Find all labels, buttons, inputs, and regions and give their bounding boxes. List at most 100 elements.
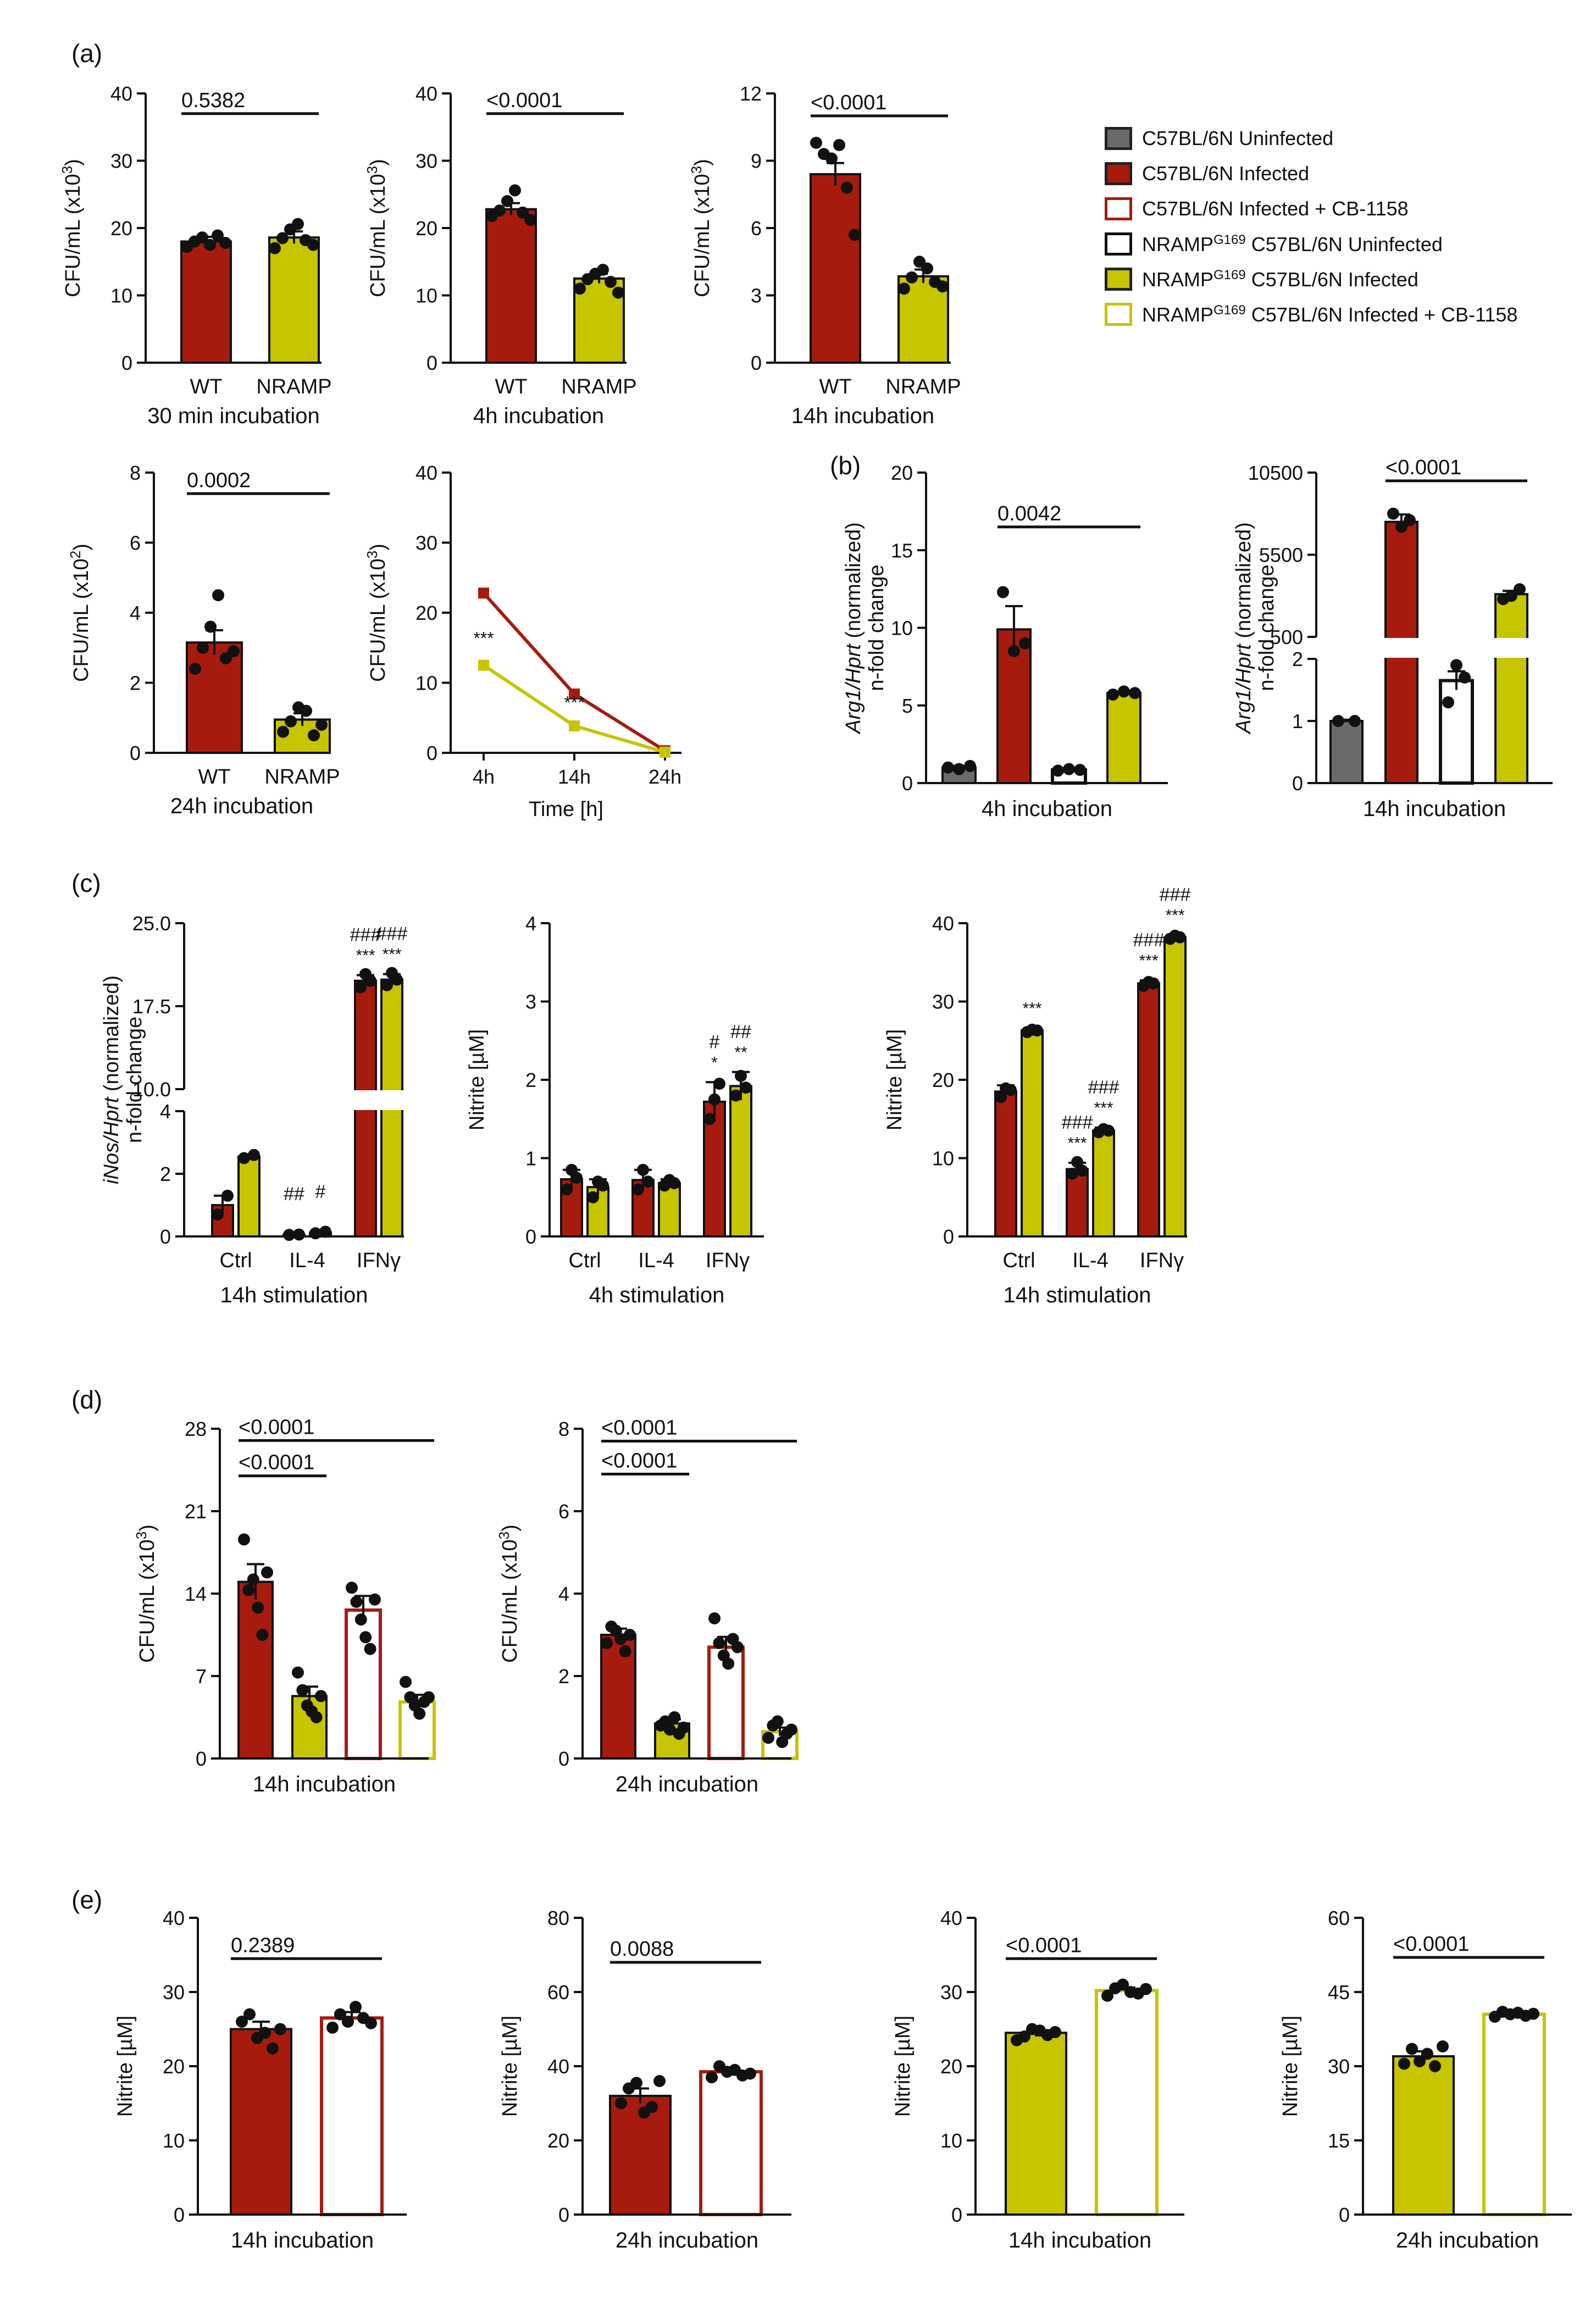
data-point — [762, 1732, 774, 1744]
data-point — [630, 2077, 642, 2089]
x-tick-label: NRAMP — [885, 375, 961, 398]
data-point — [1398, 2057, 1410, 2070]
y-axis-label: Nitrite [µM] — [891, 2016, 915, 2117]
data-point — [668, 1177, 680, 1190]
data-point — [668, 1711, 681, 1723]
p-value-label: <0.0001 — [239, 1416, 314, 1439]
data-point — [1387, 507, 1399, 520]
data-point — [597, 1179, 609, 1192]
data-point — [369, 1593, 381, 1606]
data-point — [722, 1657, 735, 1670]
data-point — [309, 1227, 322, 1240]
y-tick-label: 6 — [130, 532, 141, 554]
bar — [485, 208, 537, 364]
significance-stars: *** — [356, 947, 375, 965]
x-tick-label: WT — [495, 375, 527, 398]
chart-a5: 0 10 20 30 40 4h 14h 24h *** *** CFU/mL (x103) Time… — [364, 462, 681, 821]
significance-stars: *** — [1139, 952, 1158, 970]
data-point — [283, 1229, 295, 1241]
data-point — [646, 2101, 658, 2113]
y-tick-label: 0 — [160, 1225, 171, 1248]
data-point — [906, 271, 918, 284]
x-axis-title: 24h incubation — [170, 794, 313, 818]
x-axis-title: 24h incubation — [616, 2228, 758, 2252]
y-tick-label: 10500 — [1248, 462, 1303, 484]
data-point — [785, 1723, 797, 1736]
significance-hash: # — [710, 1031, 720, 1052]
y-tick-label: 12 — [740, 82, 762, 105]
series-marker-WT — [569, 688, 580, 700]
y-tick-label: 0 — [751, 352, 762, 374]
y-tick-label: 20 — [547, 2129, 569, 2152]
p-value-label: <0.0001 — [1386, 456, 1461, 479]
bar — [230, 2028, 292, 2216]
p-value-label: 0.0088 — [610, 1938, 674, 1961]
y-tick-label: 40 — [415, 462, 437, 484]
y-tick-label: 40 — [940, 1907, 962, 1929]
bar — [186, 641, 243, 754]
y-tick-label: 20 — [415, 217, 437, 240]
data-point — [898, 282, 910, 295]
bar — [699, 2070, 763, 2216]
legend-label: NRAMPG169 C57BL/6N Infected — [1142, 267, 1418, 291]
bar — [268, 236, 320, 364]
significance-stars: *** — [1022, 1000, 1041, 1018]
bar — [1439, 679, 1474, 785]
data-point — [642, 1175, 654, 1188]
x-tick-label: IFNγ — [706, 1249, 750, 1272]
y-axis-break — [171, 1091, 193, 1109]
data-point — [1107, 688, 1119, 701]
data-point — [1076, 1164, 1088, 1177]
data-point — [1414, 2055, 1426, 2067]
series-marker-WT — [478, 587, 489, 599]
y-tick-label: 0 — [130, 742, 141, 764]
data-point — [653, 2075, 666, 2087]
data-point — [228, 645, 240, 658]
y-tick-label: 0 — [196, 1747, 207, 1770]
y-tick-label: 8 — [558, 1418, 569, 1440]
y-tick-label: 0 — [121, 352, 132, 374]
data-point — [1140, 1983, 1152, 1995]
data-point — [612, 286, 624, 299]
data-point — [619, 1645, 631, 1657]
data-point — [247, 1573, 259, 1586]
y-tick-label: 10.0 — [132, 1078, 171, 1101]
y-tick-label: 4 — [558, 1583, 569, 1605]
y-axis-label: Nitrite [µM] — [883, 1029, 906, 1130]
chart-e3: 0 10 20 30 40 <0.0001 Nitrite [µM] 14h incubati… — [891, 1907, 1184, 2252]
data-point — [274, 2023, 286, 2035]
data-point — [501, 195, 513, 207]
legend-label: C57BL/6N Infected — [1142, 162, 1310, 185]
y-tick-label: 25.0 — [132, 912, 171, 935]
p-value-label: 0.0002 — [187, 469, 251, 492]
data-point — [849, 229, 861, 241]
data-point — [204, 620, 217, 633]
data-point — [942, 761, 954, 774]
y-tick-label: 9 — [751, 150, 762, 173]
data-point — [663, 1723, 676, 1736]
data-point — [204, 238, 216, 251]
y-tick-label: 40 — [163, 1907, 185, 1929]
legend-swatch — [1105, 162, 1132, 185]
y-tick-label: 4 — [160, 1100, 171, 1123]
x-axis-title: 30 min incubation — [147, 404, 320, 428]
y-tick-label: 0 — [558, 2204, 569, 2226]
y-tick-label: 30 — [110, 150, 132, 173]
y-tick-label: 30 — [932, 991, 954, 1013]
y-tick-label: 5500 — [1259, 544, 1303, 567]
chart-c3: 010203040***Ctrl###***###***IL-4###***##… — [883, 884, 1190, 1307]
data-point — [346, 1582, 358, 1594]
data-point — [605, 276, 617, 288]
data-point — [243, 2008, 256, 2021]
data-point — [1008, 645, 1020, 657]
data-point — [261, 1566, 273, 1579]
legend-label: NRAMPG169 C57BL/6N Uninfected — [1142, 232, 1443, 256]
x-axis-title: 14h incubation — [1363, 797, 1506, 821]
data-point — [1437, 2040, 1449, 2052]
bar — [1095, 1989, 1159, 2217]
data-point — [494, 204, 506, 217]
y-axis-label: CFU/mL (x103) — [496, 1524, 522, 1663]
data-point — [637, 1163, 649, 1176]
data-point — [354, 1613, 367, 1626]
